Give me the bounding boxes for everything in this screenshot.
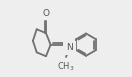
- Text: N: N: [66, 43, 73, 52]
- Text: O: O: [43, 9, 50, 18]
- Text: CH$_3$: CH$_3$: [57, 60, 75, 73]
